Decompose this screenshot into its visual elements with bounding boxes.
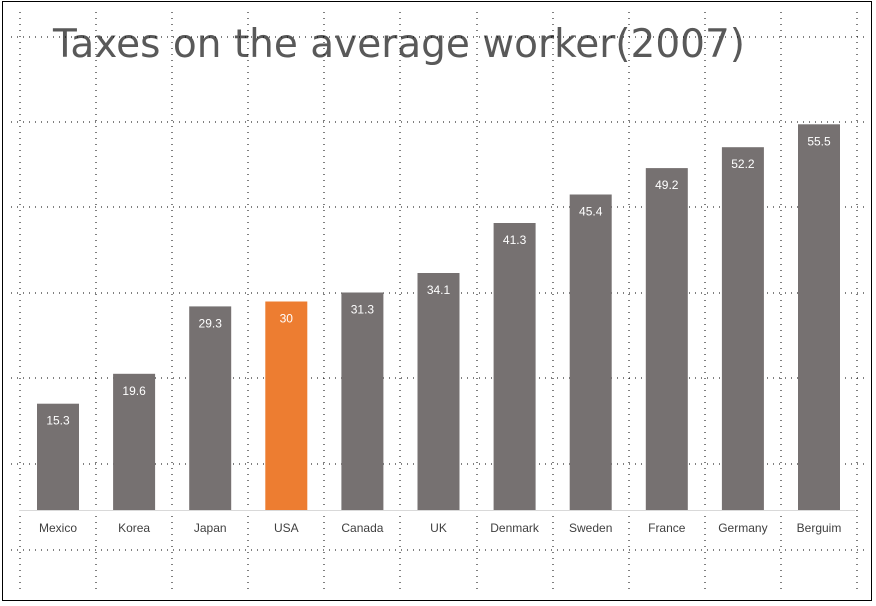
data-label-france: 49.2 bbox=[655, 178, 679, 192]
category-label-germany: Germany bbox=[718, 521, 767, 535]
category-label-denmark: Denmark bbox=[490, 521, 540, 535]
bar-berguim[interactable] bbox=[798, 124, 840, 511]
data-label-usa: 30 bbox=[280, 312, 294, 326]
bar-mexico[interactable] bbox=[37, 403, 79, 510]
bar-france[interactable] bbox=[645, 168, 688, 510]
x-axis: Mexico Korea Japan USA Canada UK Denmark Sweden… bbox=[19, 510, 855, 535]
data-label-korea: 19.6 bbox=[122, 384, 146, 398]
category-label-canada: Canada bbox=[341, 521, 383, 535]
bar-uk[interactable] bbox=[417, 273, 460, 510]
bar-korea[interactable] bbox=[113, 373, 156, 510]
category-label-sweden: Sweden bbox=[569, 521, 612, 535]
data-labels: 15.3 19.6 29.3 30 31.3 34.1 41.3 45.4 49.2 52.2 55… bbox=[46, 134, 831, 427]
bar-denmark[interactable] bbox=[493, 223, 536, 510]
data-label-uk: 34.1 bbox=[427, 283, 451, 297]
data-label-japan: 29.3 bbox=[199, 316, 223, 330]
category-label-korea: Korea bbox=[118, 521, 150, 535]
gridlines bbox=[11, 12, 865, 592]
data-label-berguim: 55.5 bbox=[807, 134, 831, 148]
category-label-mexico: Mexico bbox=[39, 521, 77, 535]
chart-title: Taxes on the average worker(2007) bbox=[53, 22, 745, 67]
bar-japan[interactable] bbox=[189, 306, 232, 510]
category-label-berguim: Berguim bbox=[797, 521, 842, 535]
bar-canada[interactable] bbox=[341, 292, 384, 511]
category-label-japan: Japan bbox=[194, 521, 227, 535]
data-label-sweden: 45.4 bbox=[579, 205, 603, 219]
data-label-mexico: 15.3 bbox=[46, 414, 70, 428]
data-label-canada: 31.3 bbox=[351, 303, 375, 317]
bars bbox=[37, 124, 840, 511]
bar-usa[interactable] bbox=[265, 301, 308, 511]
category-label-usa: USA bbox=[274, 521, 299, 535]
data-label-germany: 52.2 bbox=[731, 157, 755, 171]
bar-germany[interactable] bbox=[721, 147, 764, 510]
data-label-denmark: 41.3 bbox=[503, 233, 527, 247]
chart-plot: 15.3 19.6 29.3 30 31.3 34.1 41.3 45.4 49.2 52.2 55… bbox=[11, 12, 865, 592]
category-label-uk: UK bbox=[430, 521, 447, 535]
bar-sweden[interactable] bbox=[569, 194, 612, 511]
category-label-france: France bbox=[648, 521, 686, 535]
